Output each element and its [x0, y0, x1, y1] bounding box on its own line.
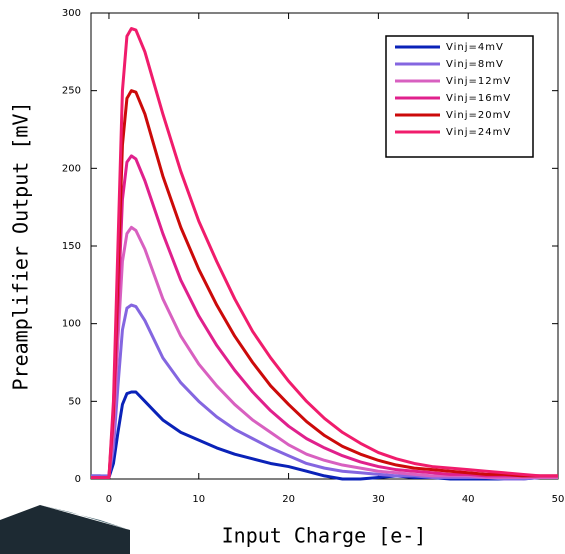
x-tick-label: 30 [372, 494, 385, 505]
x-axis-title: Input Charge [e-] [222, 524, 427, 548]
y-tick-label: 250 [62, 86, 81, 97]
x-tick-label: 20 [282, 494, 295, 505]
y-tick-label: 300 [62, 8, 81, 19]
legend-label: Vinj=24mV [446, 127, 511, 138]
x-tick-label: 40 [462, 494, 475, 505]
y-tick-label: 50 [68, 396, 81, 407]
y-tick-label: 100 [62, 319, 81, 330]
decor-image [0, 505, 130, 554]
y-tick-label: 200 [62, 163, 81, 174]
series-line [91, 390, 558, 481]
legend-label: Vinj=12mV [446, 76, 511, 87]
x-tick-label: 0 [106, 494, 112, 505]
y-axis-title: Preamplifier Output [mV] [9, 102, 33, 391]
legend-label: Vinj=20mV [446, 110, 511, 121]
legend-label: Vinj=16mV [446, 93, 511, 104]
series-line [91, 27, 558, 479]
legend-label: Vinj=4mV [446, 42, 504, 53]
y-tick-label: 0 [75, 474, 81, 485]
series-line [91, 303, 558, 481]
legend-label: Vinj=8mV [446, 59, 504, 70]
series-line [91, 225, 558, 479]
series-line [91, 89, 558, 479]
x-tick-label: 50 [552, 494, 565, 505]
y-tick-label: 150 [62, 241, 81, 252]
series-line [91, 154, 558, 479]
x-tick-label: 10 [192, 494, 205, 505]
